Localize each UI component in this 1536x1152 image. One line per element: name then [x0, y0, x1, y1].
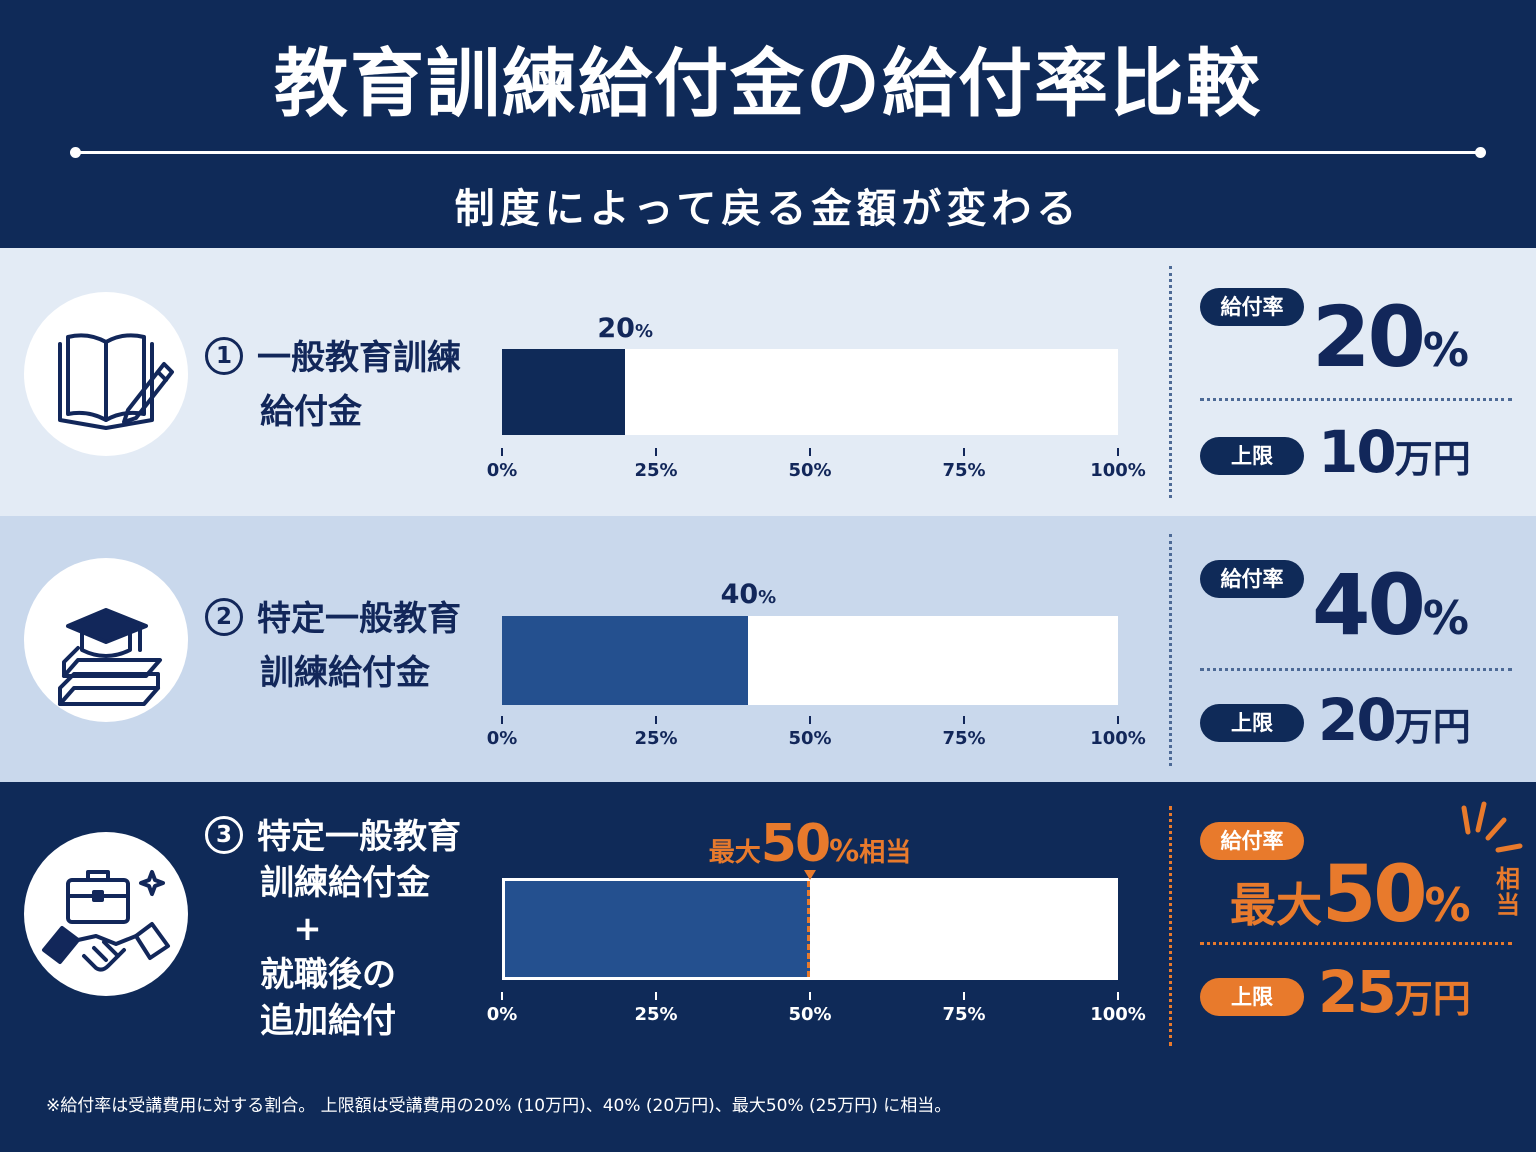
- axis-tick: [1117, 716, 1119, 724]
- axis-tick-label: 100%: [1090, 460, 1146, 481]
- row-label-line2: 訓練給付金: [260, 863, 430, 903]
- bar-fill: [505, 881, 810, 977]
- axis-tick: [655, 448, 657, 456]
- axis-tick-label: 0%: [486, 460, 518, 481]
- row-label-plus: +: [293, 909, 322, 949]
- rate-pill: 給付率: [1200, 560, 1304, 598]
- rate-value: 最大50%: [1230, 850, 1471, 940]
- row-label-line1: 一般教育訓練: [257, 338, 461, 378]
- row-number-badge: 3: [205, 816, 243, 854]
- header: 教育訓練給付金の給付率比較 制度によって戻る金額が変わる: [0, 0, 1536, 248]
- row-number-badge: 2: [205, 598, 243, 636]
- rate-value: 20%: [1312, 288, 1469, 386]
- axis-tick-label: 50%: [788, 728, 832, 749]
- row-label: 2 特定一般教育 訓練給付金: [205, 592, 461, 700]
- limit-value: 10万円: [1318, 418, 1471, 486]
- bar-value-label: 40%: [720, 579, 777, 610]
- emphasis-rays-icon: [1461, 801, 1523, 853]
- separator-horizontal: [1200, 942, 1512, 945]
- axis-tick: [809, 448, 811, 456]
- axis-tick: [655, 716, 657, 724]
- limit-value: 25万円: [1318, 958, 1471, 1026]
- axis-tick: [809, 716, 811, 724]
- axis-tick: [963, 448, 965, 456]
- row-label-line1: 特定一般教育: [257, 817, 461, 857]
- axis-tick-label: 75%: [942, 1004, 986, 1025]
- open-book-pencil-icon: [24, 292, 188, 456]
- row-number-badge: 1: [205, 337, 243, 375]
- axis-tick-label: 100%: [1090, 728, 1146, 749]
- axis-tick: [501, 716, 503, 724]
- page-subtitle: 制度によって戻る金額が変わる: [454, 186, 1082, 232]
- rate-value: 40%: [1312, 556, 1469, 654]
- axis-tick-label: 75%: [942, 728, 986, 749]
- axis-tick-label: 100%: [1090, 1004, 1146, 1025]
- bar-axis: 0% 25% 50% 75% 100%: [487, 992, 1146, 1032]
- separator-horizontal: [1200, 668, 1512, 671]
- axis-tick-label: 25%: [634, 460, 678, 481]
- bar-value-label: 最大50%相当: [708, 814, 912, 874]
- axis-tick: [1117, 448, 1119, 456]
- axis-tick-label: 0%: [486, 1004, 518, 1025]
- axis-tick-label: 50%: [788, 1004, 832, 1025]
- row-label: 3 特定一般教育 訓練給付金 + 就職後の 追加給付: [205, 814, 461, 1044]
- axis-tick-label: 50%: [788, 460, 832, 481]
- axis-tick-label: 25%: [634, 728, 678, 749]
- title-divider: [76, 151, 1480, 154]
- axis-tick: [963, 716, 965, 724]
- separator-vertical: [1169, 534, 1172, 766]
- limit-pill: 上限: [1200, 704, 1304, 742]
- limit-pill: 上限: [1200, 437, 1304, 475]
- bar-axis: 0% 25% 50% 75% 100%: [487, 448, 1146, 488]
- axis-tick: [809, 992, 811, 1000]
- row-label-line2: 訓練給付金: [260, 653, 430, 693]
- separator-horizontal: [1200, 398, 1512, 401]
- bar-marker: [804, 870, 816, 880]
- divider-dot-right: [1475, 147, 1486, 158]
- bar-axis: 0% 25% 50% 75% 100%: [487, 716, 1146, 756]
- rate-suffix: 相当: [1496, 865, 1520, 919]
- graduation-cap-books-icon: [24, 558, 188, 722]
- limit-pill: 上限: [1200, 978, 1304, 1016]
- row-label-line3: 就職後の: [260, 955, 396, 995]
- axis-tick: [963, 992, 965, 1000]
- bar-fill: [502, 349, 626, 435]
- row-label-line1: 特定一般教育: [257, 599, 461, 639]
- bar-fill: [502, 616, 749, 705]
- separator-vertical: [1169, 266, 1172, 498]
- separator-vertical: [1169, 806, 1172, 1046]
- divider-dot-left: [70, 147, 81, 158]
- row-label-line2: 給付金: [260, 392, 362, 432]
- axis-tick: [1117, 992, 1119, 1000]
- axis-tick: [655, 992, 657, 1000]
- row-specific-general-training: 2 特定一般教育 訓練給付金 40% 0% 25% 50% 75% 100% 給付率 40…: [0, 516, 1536, 782]
- page-title: 教育訓練給付金の給付率比較: [274, 41, 1262, 127]
- axis-tick: [501, 448, 503, 456]
- footnote: ※給付率は受講費用に対する割合。 上限額は受講費用の20% (10万円)、40%…: [46, 1096, 952, 1116]
- bar-track: [502, 616, 1118, 705]
- bar-value-label: 20%: [597, 313, 653, 344]
- row-label-line4: 追加給付: [260, 1001, 396, 1041]
- axis-tick-label: 0%: [486, 728, 518, 749]
- bar-track: [502, 878, 1118, 980]
- axis-tick-label: 75%: [942, 460, 986, 481]
- row-general-training: 1 一般教育訓練 給付金 20% 0% 25% 50% 75% 100% 給付率 20% …: [0, 248, 1536, 516]
- limit-value: 20万円: [1318, 686, 1471, 754]
- bar-track: [502, 349, 1118, 435]
- rate-pill: 給付率: [1200, 288, 1304, 326]
- row-specific-plus-additional: 3 特定一般教育 訓練給付金 + 就職後の 追加給付 最大50%相当 0% 25% 5…: [0, 782, 1536, 1062]
- axis-tick: [501, 992, 503, 1000]
- rate-pill: 給付率: [1200, 822, 1304, 860]
- briefcase-handshake-icon: [24, 832, 188, 996]
- axis-tick-label: 25%: [634, 1004, 678, 1025]
- row-label: 1 一般教育訓練 給付金: [205, 331, 461, 439]
